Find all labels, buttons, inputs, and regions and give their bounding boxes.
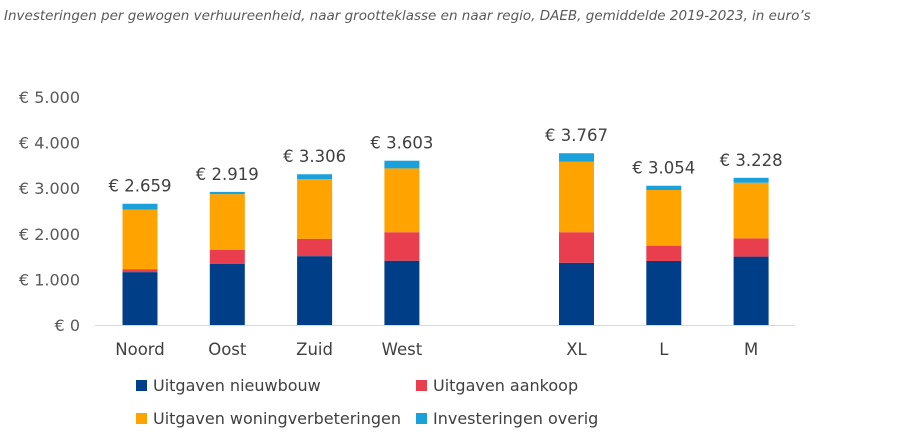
bar-segment-investeringen-overig: [384, 160, 420, 169]
total-label: € 3.603: [370, 134, 433, 153]
bar-segment-uitgaven-woningverbeteringen: [122, 209, 158, 270]
x-tick-label: M: [744, 340, 758, 359]
y-tick-label: € 0: [55, 316, 80, 335]
bar-segment-uitgaven-nieuwbouw: [297, 256, 333, 325]
bar-segment-investeringen-overig: [122, 203, 158, 210]
bar-segment-uitgaven-aankoop: [122, 269, 158, 273]
bar-segment-investeringen-overig: [297, 174, 333, 180]
y-tick-label: € 2.000: [19, 225, 80, 244]
x-tick-label: West: [382, 340, 423, 359]
legend-swatch: [136, 380, 147, 391]
bar-segment-uitgaven-woningverbeteringen: [209, 194, 245, 250]
bar-segment-uitgaven-nieuwbouw: [209, 263, 245, 325]
legend-item: Uitgaven nieuwbouw: [136, 376, 321, 395]
legend-swatch: [416, 380, 427, 391]
legend-label: Uitgaven aankoop: [433, 376, 579, 395]
bar-segment-uitgaven-nieuwbouw: [646, 260, 682, 325]
bar-segment-uitgaven-woningverbeteringen: [297, 179, 333, 239]
bar-segment-uitgaven-nieuwbouw: [733, 256, 769, 325]
bar-segment-uitgaven-nieuwbouw: [384, 260, 420, 325]
bar-segment-investeringen-overig: [646, 185, 682, 191]
bar-segment-uitgaven-aankoop: [646, 245, 682, 261]
bar-segment-uitgaven-woningverbeteringen: [384, 168, 420, 233]
legend-swatch: [136, 413, 147, 424]
x-tick-label: XL: [566, 340, 587, 359]
chart-title: Investeringen per gewogen verhuureenheid…: [4, 8, 811, 24]
bar-segment-uitgaven-aankoop: [209, 249, 245, 264]
legend-item: Investeringen overig: [416, 409, 598, 428]
bar-segment-investeringen-overig: [733, 177, 769, 183]
total-label: € 2.659: [109, 177, 172, 196]
bar-segment-uitgaven-woningverbeteringen: [646, 190, 682, 246]
total-label: € 3.228: [720, 151, 783, 170]
total-label: € 3.054: [632, 159, 695, 178]
y-tick-label: € 1.000: [19, 270, 80, 289]
y-tick-label: € 3.000: [19, 179, 80, 198]
legend-label: Uitgaven woningverbeteringen: [153, 409, 401, 428]
bar-segment-uitgaven-nieuwbouw: [559, 262, 594, 325]
legend-label: Investeringen overig: [433, 409, 599, 428]
legend-label: Uitgaven nieuwbouw: [153, 376, 321, 395]
bar-segment-uitgaven-nieuwbouw: [122, 272, 158, 325]
legend-item: Uitgaven woningverbeteringen: [136, 409, 401, 428]
bar-segment-uitgaven-aankoop: [559, 232, 594, 263]
bar-segment-uitgaven-aankoop: [733, 238, 769, 257]
y-tick-label: € 5.000: [19, 88, 80, 107]
legend-item: Uitgaven aankoop: [416, 376, 578, 395]
x-tick-label: Oost: [208, 340, 247, 359]
x-tick-label: L: [659, 340, 669, 359]
bar-segment-uitgaven-woningverbeteringen: [559, 161, 594, 233]
bar-segment-uitgaven-aankoop: [297, 238, 333, 257]
legend-swatch: [416, 413, 427, 424]
bar-segment-investeringen-overig: [209, 191, 245, 195]
total-label: € 2.919: [196, 165, 259, 184]
y-tick-label: € 4.000: [19, 134, 80, 153]
bar-segment-uitgaven-woningverbeteringen: [733, 182, 769, 239]
x-tick-label: Noord: [115, 340, 165, 359]
total-label: € 3.306: [283, 147, 346, 166]
x-tick-label: Zuid: [296, 340, 333, 359]
total-label: € 3.767: [545, 126, 608, 145]
bar-segment-uitgaven-aankoop: [384, 232, 420, 261]
bar-segment-investeringen-overig: [559, 153, 594, 162]
